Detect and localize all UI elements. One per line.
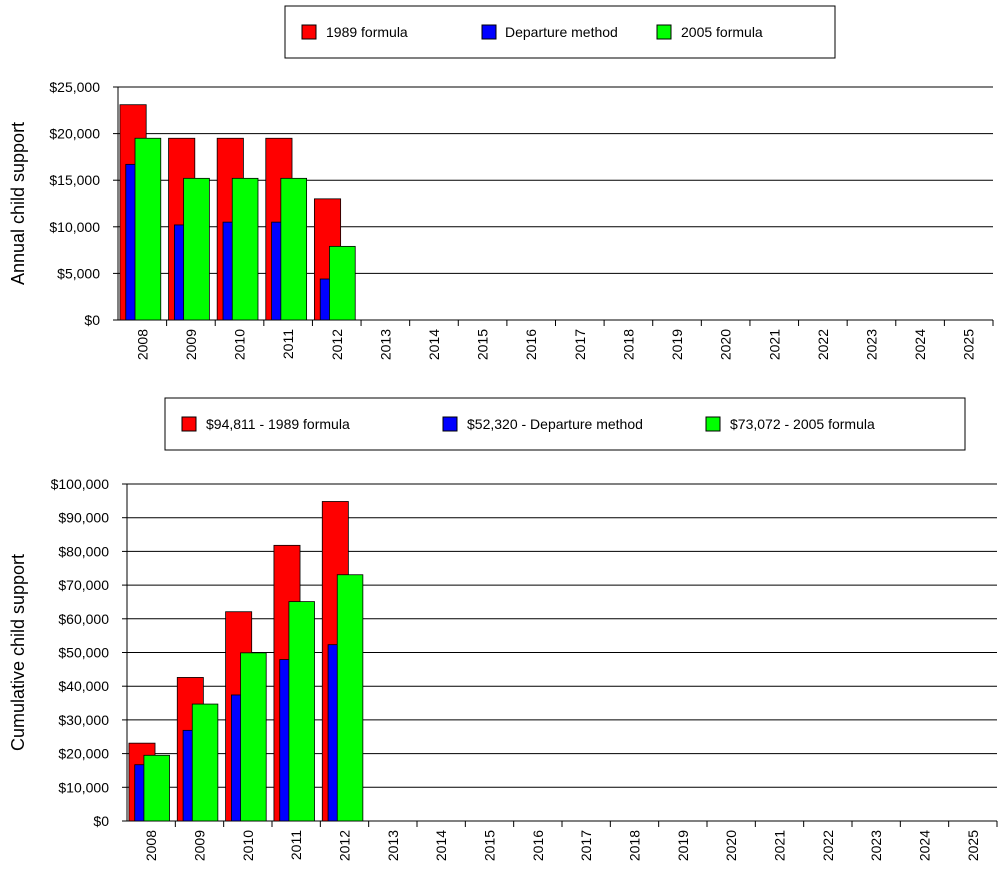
chart-1: 1989 formula Departure method 2005 formula… (8, 5, 994, 360)
y-tick-label: $20,000 (58, 746, 109, 762)
bar-s2005-2009 (183, 177, 210, 321)
x-tick-label: 2019 (669, 329, 685, 360)
legend-swatch-1 (301, 24, 317, 40)
legend-swatch-1 (181, 416, 197, 432)
legend-label-2: Departure method (505, 24, 618, 40)
legend-box (284, 5, 836, 59)
bar-departure-2010 (230, 694, 242, 822)
bar-s2005-2008 (134, 137, 162, 321)
x-tick-label: 2016 (530, 830, 546, 861)
y-tick-label: $50,000 (58, 645, 109, 661)
x-tick-label: 2024 (912, 329, 928, 360)
legend-label-3: 2005 formula (681, 24, 763, 40)
y-axis-label: Annual child support (8, 122, 28, 285)
bar-departure-2008 (134, 764, 145, 822)
x-tick-label: 2011 (280, 329, 296, 359)
y-tick-label: $20,000 (49, 126, 100, 142)
bar-s2005-2010 (231, 177, 259, 321)
legend-box (164, 397, 966, 451)
x-tick-label: 2020 (718, 329, 734, 360)
x-tick-label: 2012 (337, 830, 353, 861)
x-tick-label: 2013 (377, 329, 393, 360)
x-tick-label: 2008 (134, 329, 150, 360)
x-tick-label: 2023 (863, 329, 879, 360)
bar-departure-2012 (319, 278, 331, 321)
legend-label-1: $94,811 - 1989 formula (206, 416, 350, 432)
y-tick-label: $30,000 (58, 712, 109, 728)
y-tick-label: $10,000 (58, 779, 109, 795)
bar-departure-2011 (279, 659, 290, 822)
x-tick-label: 2025 (961, 329, 977, 360)
y-tick-label: $15,000 (49, 172, 100, 188)
y-tick-label: $40,000 (58, 678, 109, 694)
bar-departure-2012 (327, 644, 339, 822)
bar-departure-2009 (182, 729, 194, 822)
bar-s2005-2010 (240, 652, 267, 822)
bar-s2005-2008 (143, 754, 170, 822)
chart-2: $94,811 - 1989 formula $52,320 - Departur… (8, 397, 998, 861)
legend: 1989 formula Departure method 2005 formula (284, 5, 836, 59)
y-tick-label: $80,000 (58, 543, 109, 559)
x-tick-label: 2009 (183, 329, 199, 360)
bar-s2005-2012 (336, 574, 364, 822)
x-tick-label: 2008 (143, 830, 159, 861)
bar-departure-2009 (173, 224, 185, 321)
legend-label-1: 1989 formula (326, 24, 408, 40)
y-tick-label: $0 (93, 813, 109, 829)
legend-swatch-3 (656, 24, 672, 40)
bar-departure-2010 (222, 221, 234, 321)
legend: $94,811 - 1989 formula $52,320 - Departur… (164, 397, 966, 451)
x-tick-label: 2016 (523, 329, 539, 360)
x-tick-label: 2015 (482, 830, 498, 861)
x-tick-label: 2011 (288, 830, 304, 860)
x-tick-label: 2022 (820, 830, 836, 861)
bar-s2005-2011 (288, 601, 315, 822)
legend-swatch-2 (442, 416, 458, 432)
bar-s2005-2012 (329, 245, 356, 321)
x-tick-label: 2014 (426, 329, 442, 360)
x-tick-label: 2021 (772, 830, 788, 861)
x-tick-label: 2025 (965, 830, 981, 861)
bar-departure-2011 (271, 221, 282, 321)
x-tick-label: 2021 (766, 329, 782, 360)
x-tick-label: 2023 (868, 830, 884, 861)
y-tick-label: $25,000 (49, 79, 100, 95)
x-tick-label: 2017 (578, 830, 594, 861)
bar-departure-2008 (125, 163, 136, 321)
y-tick-label: $60,000 (58, 611, 109, 627)
x-tick-label: 2018 (620, 329, 636, 360)
x-tick-label: 2012 (329, 329, 345, 360)
x-tick-label: 2019 (675, 830, 691, 861)
x-tick-label: 2015 (475, 329, 491, 360)
x-tick-label: 2024 (917, 830, 933, 861)
x-tick-label: 2017 (572, 329, 588, 360)
y-tick-label: $100,000 (51, 476, 110, 492)
bar-s2005-2009 (191, 703, 219, 822)
x-tick-label: 2010 (240, 830, 256, 861)
x-tick-label: 2020 (723, 830, 739, 861)
y-tick-label: $0 (84, 312, 100, 328)
y-tick-label: $70,000 (58, 577, 109, 593)
x-tick-label: 2018 (627, 830, 643, 861)
y-axis-label: Cumulative child support (8, 554, 28, 751)
legend-swatch-2 (481, 24, 497, 40)
y-tick-label: $5,000 (57, 265, 100, 281)
y-tick-label: $90,000 (58, 510, 109, 526)
bar-s2005-2011 (280, 177, 308, 321)
legend-label-2: $52,320 - Departure method (467, 416, 643, 432)
x-tick-label: 2014 (433, 830, 449, 861)
x-tick-label: 2013 (385, 830, 401, 861)
legend-swatch-3 (705, 416, 721, 432)
x-tick-label: 2009 (192, 830, 208, 861)
x-tick-label: 2022 (815, 329, 831, 360)
y-tick-label: $10,000 (49, 219, 100, 235)
legend-label-3: $73,072 - 2005 formula (730, 416, 875, 432)
x-tick-label: 2010 (232, 329, 248, 360)
